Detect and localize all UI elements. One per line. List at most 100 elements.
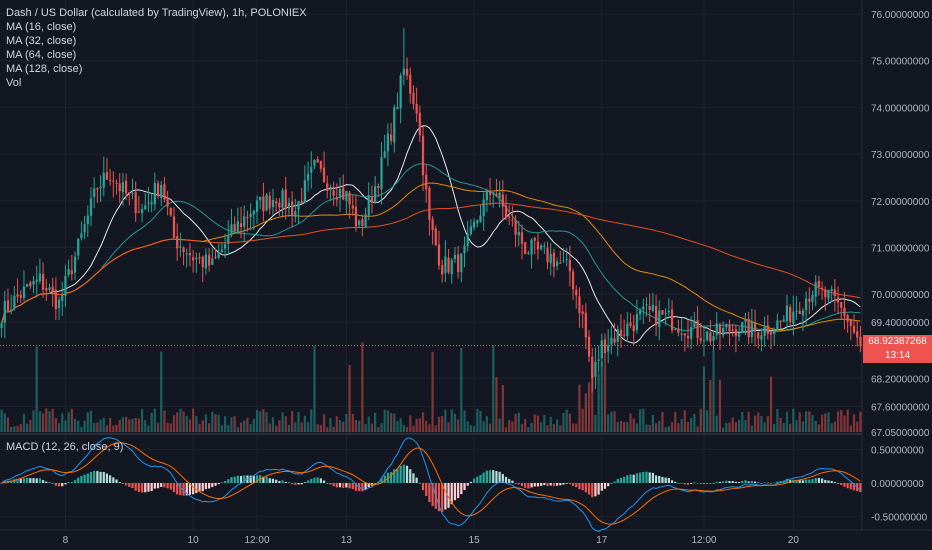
volume-bar xyxy=(169,423,172,432)
macd-histogram-bar xyxy=(41,480,45,483)
macd-histogram-bar xyxy=(89,471,93,483)
macd-histogram-bar xyxy=(243,475,246,483)
candle-body xyxy=(843,307,846,317)
candle-body xyxy=(291,201,294,216)
time-tick-label: 20 xyxy=(788,535,800,546)
candle-body xyxy=(444,256,447,274)
volume-bar xyxy=(664,427,667,432)
macd-histogram-bar xyxy=(147,483,150,492)
macd-histogram-bar xyxy=(316,477,319,483)
volume-bar xyxy=(342,421,345,432)
volume-bar xyxy=(645,424,648,432)
volume-bar xyxy=(415,418,418,432)
macd-histogram-bar xyxy=(179,483,182,496)
macd-histogram-bar xyxy=(453,483,457,501)
macd-histogram-bar xyxy=(517,483,520,485)
volume-bar xyxy=(45,408,48,432)
candle-body xyxy=(198,257,201,259)
candle-body xyxy=(661,310,664,315)
macd-histogram-bar xyxy=(555,483,559,486)
candle-body xyxy=(674,329,677,331)
candle-body xyxy=(83,224,86,233)
macd-histogram-bar xyxy=(706,483,709,484)
candle-body xyxy=(112,180,115,182)
volume-bar xyxy=(319,425,322,432)
legend-ma32[interactable]: MA (32, close) xyxy=(6,35,77,47)
volume-bar xyxy=(769,376,773,432)
candle-body xyxy=(211,258,214,265)
macd-histogram-bar xyxy=(584,483,587,493)
macd-histogram-bar xyxy=(562,483,565,485)
macd-histogram-bar xyxy=(824,479,827,483)
legend-volume[interactable]: Vol xyxy=(6,77,22,89)
macd-histogram-bar xyxy=(338,483,342,488)
candle-body xyxy=(769,332,773,335)
macd-histogram-bar xyxy=(587,483,591,495)
candle-body xyxy=(667,310,670,313)
legend-macd[interactable]: MACD (12, 26, close, 9) xyxy=(6,441,124,453)
ma16-line xyxy=(1,125,861,344)
volume-bar xyxy=(405,427,409,432)
symbol-title[interactable]: Dash / US Dollar (calculated by TradingV… xyxy=(6,7,307,19)
time-tick-label: 13 xyxy=(341,535,353,546)
volume-bar xyxy=(367,416,370,432)
volume-bar xyxy=(722,427,725,432)
candle-body xyxy=(425,174,428,190)
candle-body xyxy=(811,295,814,302)
macd-histogram-bar xyxy=(460,483,463,495)
candle-body xyxy=(824,289,827,298)
volume-bar xyxy=(683,410,686,432)
volume-bar xyxy=(351,413,354,432)
macd-histogram-bar xyxy=(744,480,747,483)
volume-bar xyxy=(741,412,744,432)
macd-histogram-bar xyxy=(140,483,144,493)
macd-histogram-bar xyxy=(409,469,412,483)
volume-bar xyxy=(409,415,412,432)
macd-histogram-bar xyxy=(35,478,38,483)
candle-body xyxy=(99,186,102,189)
candle-body xyxy=(13,295,16,309)
legend-ma16[interactable]: MA (16, close) xyxy=(6,21,77,33)
macd-histogram-bar xyxy=(207,483,211,489)
last-price-label: 68.92387268 xyxy=(863,335,932,349)
volume-bar xyxy=(185,415,188,432)
volume-bar xyxy=(335,416,338,432)
volume-bar xyxy=(303,415,307,432)
candle-body xyxy=(725,324,728,328)
volume-bar xyxy=(587,382,591,432)
volume-bar xyxy=(466,421,469,432)
macd-histogram-bar xyxy=(766,482,769,484)
volume-bar xyxy=(220,425,224,432)
candle-body xyxy=(306,174,310,181)
volume-bar xyxy=(555,419,559,432)
candle-body xyxy=(185,253,188,255)
candle-body xyxy=(540,245,543,249)
volume-bar xyxy=(233,416,236,432)
volume-bar xyxy=(425,420,428,432)
legend-ma128[interactable]: MA (128, close) xyxy=(6,63,83,75)
candle-body xyxy=(607,345,610,352)
macd-histogram-bar xyxy=(447,483,450,508)
price-tick-label: 71.00000000 xyxy=(871,244,930,255)
candle-body xyxy=(345,191,348,202)
legend-ma64[interactable]: MA (64, close) xyxy=(6,49,77,61)
candle-body xyxy=(495,193,498,196)
macd-histogram-bar xyxy=(29,478,32,483)
macd-histogram-bar xyxy=(16,478,19,483)
candle-body xyxy=(712,336,715,341)
macd-histogram-bar xyxy=(96,471,99,483)
macd-histogram-bar xyxy=(597,483,600,495)
candle-body xyxy=(338,189,342,198)
volume-bar xyxy=(421,412,425,432)
volume-bar xyxy=(163,410,166,432)
candle-body xyxy=(597,359,600,361)
macd-histogram-bar xyxy=(405,465,409,483)
candle-body xyxy=(760,335,763,340)
macd-histogram-bar xyxy=(747,481,750,483)
macd-histogram-bar xyxy=(712,483,715,484)
volume-bar xyxy=(300,422,303,432)
volume-bar xyxy=(626,422,629,432)
volume-bar xyxy=(0,409,3,432)
macd-histogram-bar xyxy=(223,481,227,483)
macd-histogram-bar xyxy=(310,478,313,483)
